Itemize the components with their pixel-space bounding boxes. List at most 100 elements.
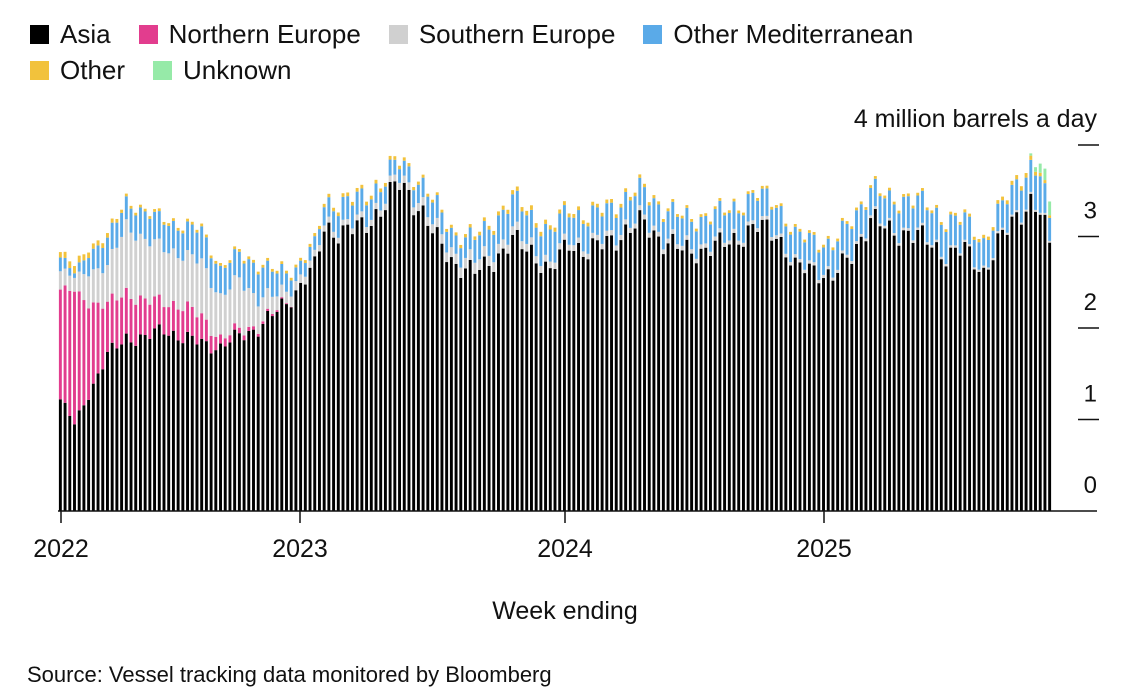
bar-other-mediterranean	[303, 263, 307, 277]
bar-asia	[906, 230, 910, 511]
bar-other-mediterranean	[388, 159, 392, 176]
bar-asia	[435, 227, 439, 511]
bar-other	[831, 247, 835, 251]
bar-other-mediterranean	[204, 237, 208, 269]
bar-asia	[157, 324, 161, 511]
bar-other	[897, 210, 901, 214]
bar-southern-europe	[332, 231, 336, 238]
bar-other	[972, 236, 976, 240]
bar-other	[1029, 155, 1033, 160]
bar-other	[454, 232, 458, 236]
bar-other-mediterranean	[520, 211, 524, 242]
bar-southern-europe	[506, 244, 510, 254]
bar-other	[581, 220, 585, 224]
bar-other	[850, 226, 854, 230]
bar-asia	[256, 336, 260, 511]
bar-asia	[548, 268, 552, 511]
bar-southern-europe	[228, 289, 232, 336]
bar-other	[666, 208, 670, 212]
bar-asia	[958, 255, 962, 511]
bar-asia	[619, 240, 623, 512]
bar-asia	[482, 256, 486, 511]
bar-southern-europe	[577, 237, 581, 243]
bar-asia	[770, 240, 774, 511]
bar-asia	[73, 424, 76, 511]
bar-other	[228, 260, 232, 263]
bar-asia	[614, 250, 618, 511]
bar-southern-europe	[1043, 212, 1047, 215]
bar-asia	[850, 263, 854, 511]
bar-asia	[275, 311, 279, 511]
bar-southern-europe	[525, 243, 529, 252]
bar-other	[77, 255, 81, 263]
bar-asia	[916, 230, 920, 511]
bar-other-mediterranean	[435, 195, 439, 218]
bar-asia	[680, 250, 684, 511]
bar-asia	[468, 259, 472, 511]
bar-southern-europe	[148, 246, 152, 305]
bar-asia	[58, 399, 62, 511]
bar-other-mediterranean	[106, 237, 109, 266]
bar-asia	[214, 350, 218, 511]
bar-other	[369, 195, 373, 200]
bar-other	[996, 200, 1000, 204]
bar-southern-europe	[1048, 240, 1052, 243]
bar-other	[836, 238, 840, 242]
bar-asia	[977, 271, 981, 511]
bar-other	[487, 225, 491, 230]
bar-asia	[789, 265, 792, 511]
bar-other-mediterranean	[162, 224, 166, 253]
bar-other	[723, 212, 727, 216]
bar-southern-europe	[96, 268, 100, 303]
bar-other-mediterranean	[836, 241, 840, 270]
bar-asia	[77, 410, 81, 511]
bar-other	[346, 192, 350, 197]
bar-other-mediterranean	[869, 187, 873, 216]
bar-southern-europe	[534, 256, 538, 264]
bar-asia	[416, 211, 420, 511]
bar-other-mediterranean	[779, 206, 783, 234]
bar-other-mediterranean	[902, 196, 906, 228]
bar-other	[153, 209, 157, 212]
bar-other-mediterranean	[280, 263, 284, 285]
bar-other	[294, 264, 298, 268]
x-axis-title: Week ending	[492, 597, 637, 625]
bar-asia	[106, 351, 109, 511]
bar-southern-europe	[558, 243, 562, 250]
bar-northern-europe	[87, 308, 91, 400]
bar-asia	[760, 219, 764, 511]
bar-northern-europe	[242, 335, 246, 341]
bar-asia	[864, 241, 868, 511]
bar-other	[737, 210, 741, 214]
bar-northern-europe	[153, 296, 157, 329]
bar-southern-europe	[58, 271, 62, 290]
bar-southern-europe	[360, 211, 364, 218]
bar-other	[888, 187, 891, 191]
bar-asia	[892, 235, 896, 511]
bar-northern-europe	[101, 308, 105, 370]
bar-southern-europe	[949, 245, 953, 248]
bar-asia	[586, 259, 590, 511]
bar-southern-europe	[369, 219, 373, 226]
bar-northern-europe	[252, 326, 255, 330]
bar-southern-europe	[765, 215, 769, 220]
bar-other	[501, 205, 505, 210]
bar-southern-europe	[134, 240, 138, 305]
x-tick-label: 2024	[537, 535, 593, 563]
bar-other-mediterranean	[657, 204, 661, 232]
bar-asia	[704, 247, 708, 511]
bar-southern-europe	[68, 275, 72, 291]
bar-other	[774, 205, 778, 208]
bar-asia	[379, 216, 383, 511]
bar-asia	[1038, 214, 1042, 511]
bar-asia	[294, 290, 298, 511]
bar-other-mediterranean	[134, 215, 138, 241]
bar-southern-europe	[110, 248, 114, 294]
bar-southern-europe	[223, 294, 227, 339]
bar-southern-europe	[120, 236, 124, 298]
bar-other-mediterranean	[350, 205, 354, 229]
legend-item-asia: Asia	[30, 19, 111, 50]
bar-southern-europe	[346, 219, 350, 225]
bar-asia	[595, 240, 599, 511]
bar-southern-europe	[920, 222, 924, 226]
